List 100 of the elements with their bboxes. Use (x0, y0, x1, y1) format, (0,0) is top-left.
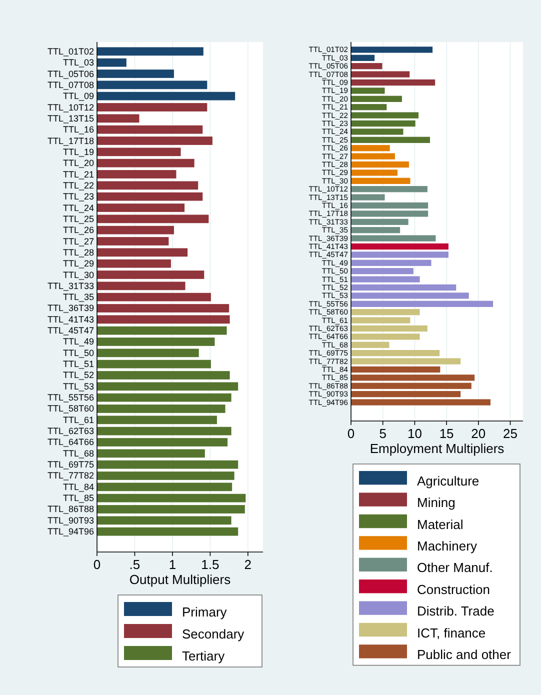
y-tick-label: TTL_55T56 (47, 392, 94, 403)
bar (97, 47, 204, 56)
bar (97, 259, 171, 268)
y-tick-label: TTL_52 (62, 370, 94, 380)
y-tick-label: TTL_01T02 (47, 46, 94, 56)
y-tick-label: TTL_49 (62, 336, 94, 347)
x-tick-label: 20 (471, 426, 486, 441)
bar (97, 125, 203, 134)
bar (97, 438, 228, 446)
y-tick-label: TTL_03 (62, 58, 94, 68)
y-tick-label: TTL_35 (62, 292, 94, 302)
y-tick-label: TTL_09 (62, 91, 94, 102)
legend-label: Distrib. Trade (417, 604, 494, 619)
bar (351, 194, 385, 200)
bar (351, 96, 402, 102)
bar (97, 516, 232, 525)
y-tick-label: TTL_69T75 (47, 460, 94, 470)
y-tick-label: TTL_84 (62, 482, 94, 492)
bar (351, 268, 414, 274)
bar (97, 472, 234, 480)
y-tick-label: TTL_31T33 (47, 280, 94, 291)
legend-label: Public and other (417, 646, 512, 662)
bar (351, 252, 448, 258)
bar (351, 218, 408, 225)
y-tick-label: TTL_36T39 (47, 303, 94, 314)
bar (97, 237, 169, 246)
bar (351, 161, 409, 168)
bar (351, 153, 395, 160)
bar (351, 178, 410, 184)
bar (351, 210, 428, 217)
y-tick-label: TTL_90T93 (47, 515, 94, 526)
bar (97, 158, 194, 168)
y-tick-label: TTL_77T82 (47, 470, 94, 481)
y-tick-label: TTL_26 (62, 225, 94, 236)
bar (97, 326, 227, 335)
bar (351, 243, 448, 250)
y-tick-label: TTL_07T08 (47, 80, 94, 90)
bar (97, 226, 174, 234)
bar (351, 235, 436, 242)
bar (351, 128, 404, 135)
bar (351, 350, 440, 356)
bar (97, 404, 226, 413)
bar (97, 338, 215, 346)
bar (97, 114, 140, 123)
bar (351, 112, 419, 118)
bar (351, 300, 494, 307)
bar (97, 70, 174, 78)
bar (97, 292, 211, 302)
y-tick-label: TTL_19 (62, 146, 94, 157)
bar (351, 145, 390, 152)
bar (351, 309, 420, 316)
bar (97, 348, 199, 358)
bar (97, 416, 217, 424)
y-tick-label: TTL_30 (62, 270, 94, 280)
y-tick-label: TTL_28 (62, 247, 94, 258)
y-tick-label: TTL_61 (62, 414, 94, 425)
y-tick-label: TTL_29 (62, 258, 94, 269)
bar (351, 391, 461, 398)
bar (351, 202, 428, 209)
bar (351, 325, 428, 332)
bar (97, 494, 246, 502)
bar (351, 71, 410, 78)
y-tick-label: TTL_27 (62, 236, 94, 246)
legend-label: Primary (182, 604, 228, 620)
bar (351, 399, 491, 406)
legend-label: Secondary (182, 626, 245, 642)
bar (351, 63, 382, 70)
bar (351, 170, 398, 176)
bar (97, 148, 181, 156)
x-tick-label: 1 (168, 557, 176, 572)
y-tick-label: TTL_22 (62, 180, 94, 190)
bar (351, 120, 416, 127)
bar (97, 103, 208, 112)
bar (351, 292, 469, 299)
bar (351, 276, 420, 282)
x-tick-label: 1.5 (201, 557, 220, 572)
bar (351, 334, 420, 340)
y-tick-label: TTL_10T12 (47, 102, 94, 112)
bar (351, 382, 472, 389)
bar (97, 92, 236, 100)
x-tick-label: 2 (244, 557, 252, 572)
bar (351, 366, 440, 373)
y-tick-label: TTL_25 (62, 214, 94, 224)
y-tick-label: TTL_85 (62, 493, 94, 504)
legend-label: Material (417, 516, 464, 532)
bar (97, 460, 238, 469)
y-tick-label: TTL_68 (62, 448, 94, 458)
legend-label: Agriculture (417, 473, 480, 488)
bar (351, 136, 430, 143)
y-tick-label: TTL_20 (62, 158, 94, 168)
x-axis-title: Employment Multipliers (370, 441, 505, 456)
y-tick-label: TTL_50 (62, 348, 94, 358)
bar (97, 58, 126, 67)
bar (351, 79, 436, 86)
y-tick-label: TTL_21 (62, 169, 94, 180)
bar (97, 315, 230, 324)
y-tick-label: TTL_23 (62, 192, 94, 202)
y-tick-label: TTL_24 (62, 202, 94, 213)
bar (97, 80, 208, 90)
bar (351, 260, 432, 266)
